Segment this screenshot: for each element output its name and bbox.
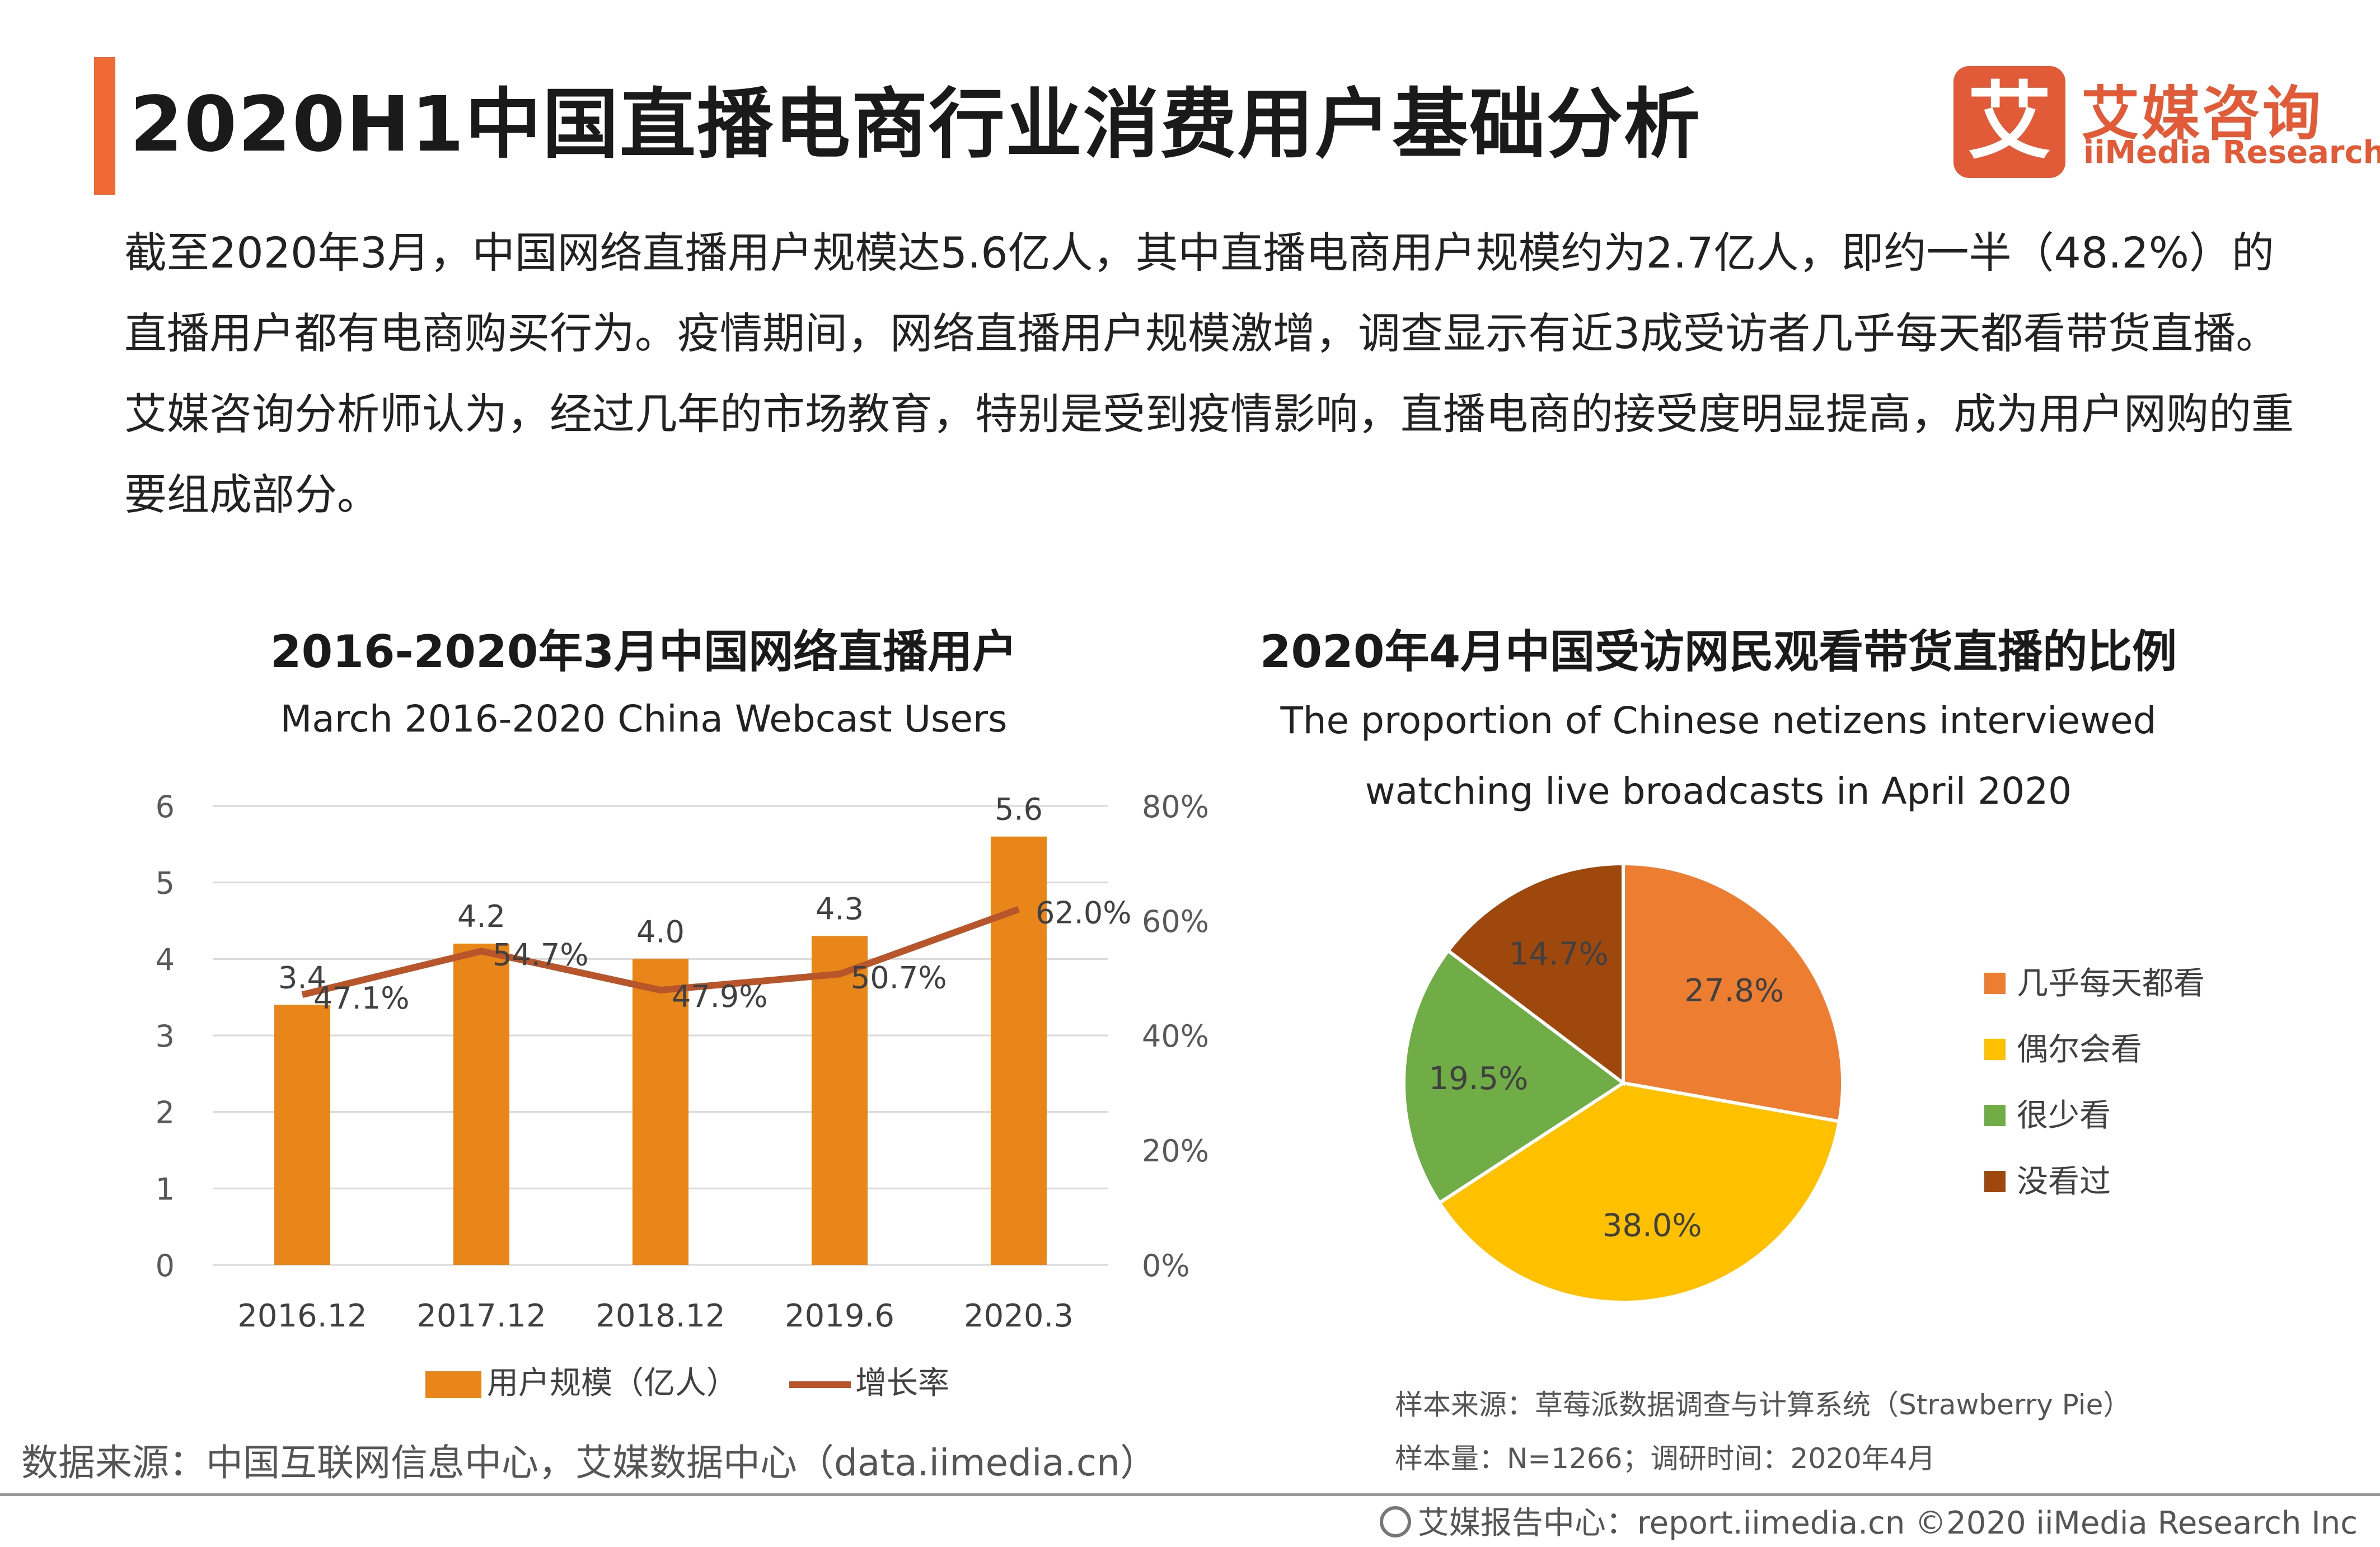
bar-value-label: 4.0 (636, 914, 685, 949)
iimedia-logo: 艾 艾媒咨询 iiMedia Research (1953, 66, 2380, 178)
data-source-note: 数据来源：中国互联网信息中心，艾媒数据中心（data.iimedia.cn） (21, 1441, 1157, 1484)
line-value-label: 47.1% (313, 981, 410, 1016)
footer: 艾媒报告中心：report.iimedia.cn ©2020 iiMedia R… (1379, 1498, 2358, 1543)
legend-label: 没看过 (2017, 1164, 2111, 1200)
legend-swatch (1984, 1105, 2006, 1126)
y-right-tick-label: 20% (1142, 1133, 1209, 1169)
pie-chart-title: 2020年4月中国受访网民观看带货直播的比例 (1259, 626, 2177, 678)
pie-subtitle-line-1: The proportion of Chinese netizens inter… (1280, 699, 2157, 742)
pie-slice-label: 14.7% (1509, 936, 1609, 972)
x-tick-label: 2020.3 (964, 1298, 1074, 1334)
bar-2018.12 (633, 959, 688, 1265)
legend-bar-swatch (425, 1371, 481, 1398)
y-right-tick-label: 0% (1142, 1248, 1190, 1283)
pie-chart-subtitle: The proportion of Chinese netizens inter… (1231, 686, 2205, 827)
y-left-tick-label: 1 (156, 1171, 175, 1207)
logo-english-name: iiMedia Research (2083, 134, 2380, 171)
sample-source-note: 样本来源：草莓派数据调查与计算系统（Strawberry Pie） (1395, 1389, 2131, 1421)
bar-2016.12 (274, 1005, 330, 1265)
bar-value-label: 5.6 (995, 792, 1043, 827)
y-right-tick-label: 40% (1142, 1019, 1209, 1054)
y-left-tick-label: 4 (156, 942, 175, 977)
logo-chinese-name: 艾媒咨询 (2081, 79, 2323, 148)
y-left-tick-label: 2 (156, 1095, 175, 1131)
legend-label: 偶尔会看 (2017, 1032, 2142, 1068)
legend-label: 很少看 (2017, 1098, 2111, 1134)
legend-swatch (1984, 1171, 2006, 1192)
pie-slice-label: 19.5% (1428, 1061, 1528, 1097)
footer-text: 艾媒报告中心：report.iimedia.cn ©2020 iiMedia R… (1417, 1505, 2358, 1541)
pie-subtitle-line-2: watching live broadcasts in April 2020 (1365, 770, 2072, 813)
y-right-tick-label: 80% (1142, 789, 1209, 824)
x-tick-label: 2018.12 (596, 1298, 725, 1334)
legend-line-label: 增长率 (855, 1365, 949, 1401)
pie-slice-label: 38.0% (1603, 1208, 1702, 1244)
y-left-tick-label: 6 (156, 789, 175, 824)
line-value-label: 62.0% (1036, 896, 1132, 931)
y-left-tick-label: 5 (156, 866, 175, 901)
logo-mark: 艾 (1953, 66, 2065, 178)
x-tick-label: 2019.6 (785, 1298, 894, 1334)
pie-slice-没看过 (1446, 861, 1625, 1087)
bar-2020.3 (991, 836, 1047, 1265)
legend-swatch (1984, 1039, 2006, 1060)
bar-value-label: 4.2 (457, 899, 505, 934)
line-value-label: 54.7% (493, 937, 589, 972)
bar-value-label: 4.3 (816, 891, 864, 926)
pie-slice-几乎每天都看 (1622, 861, 1844, 1124)
x-tick-label: 2017.12 (416, 1298, 546, 1334)
x-tick-label: 2016.12 (237, 1298, 367, 1334)
pie-slice-label: 27.8% (1684, 973, 1784, 1009)
intro-paragraph: 截至2020年3月，中国网络直播用户规模达5.6亿人，其中直播电商用户规模约为2… (124, 228, 2294, 519)
y-left-tick-label: 0 (156, 1248, 175, 1283)
bar-chart-subtitle: March 2016-2020 China Webcast Users (280, 697, 1008, 740)
line-value-label: 50.7% (851, 960, 947, 995)
bar-2019.6 (812, 936, 868, 1265)
pie-slice-很少看 (1402, 948, 1627, 1206)
footer-divider (0, 1493, 2380, 1496)
legend-bar-label: 用户规模（亿人） (487, 1365, 738, 1401)
bar-chart-title: 2016-2020年3月中国网络直播用户 (270, 626, 1018, 678)
title-accent-bar (94, 57, 115, 195)
legend-swatch (1984, 973, 2006, 994)
globe-icon (1379, 1506, 1411, 1537)
page-title: 2020H1中国直播电商行业消费用户基础分析 (130, 81, 1701, 169)
legend-label: 几乎每天都看 (2017, 965, 2205, 1002)
growth-rate-line (301, 906, 1020, 998)
line-value-label: 47.9% (672, 979, 768, 1014)
y-right-tick-label: 60% (1142, 904, 1209, 939)
bar-2017.12 (453, 944, 509, 1265)
y-left-tick-label: 3 (156, 1019, 175, 1054)
sample-size-note: 样本量：N=1266；调研时间：2020年4月 (1395, 1442, 1936, 1475)
